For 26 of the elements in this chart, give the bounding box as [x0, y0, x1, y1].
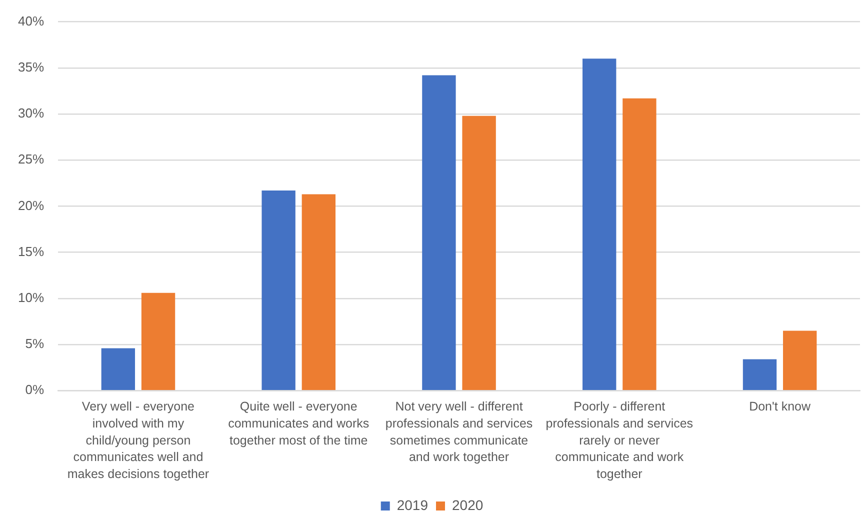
x-tick-label: Not very well - different professionals and services sometimes communicate and work together: [385, 400, 533, 464]
y-tick-label: 10%: [18, 290, 44, 305]
x-tick-label: Poorly - different professionals and services rarely or never communicate and work together: [546, 400, 694, 482]
bar: [742, 359, 777, 390]
y-tick-label: 35%: [18, 59, 44, 74]
x-tick-label: Quite well - everyone communicates and works together most of the time: [228, 400, 370, 448]
legend-label: 2019: [396, 496, 428, 513]
legend-label: 2020: [452, 496, 484, 513]
bar: [783, 330, 817, 390]
bar: [302, 194, 336, 390]
y-tick-label: 40%: [18, 13, 44, 28]
y-tick-label: 0%: [25, 382, 44, 398]
bar: [462, 116, 496, 390]
bar: [262, 190, 296, 390]
y-tick-label: 25%: [18, 152, 44, 167]
y-tick-label: 15%: [18, 244, 44, 259]
bar: [622, 98, 656, 390]
y-tick-label: 20%: [18, 198, 44, 213]
x-tick-label: Very well - everyone involved with my child/young person communicates well and makes decisions together: [67, 400, 210, 482]
bar: [141, 292, 176, 390]
y-tick-label: 30%: [18, 106, 44, 121]
x-tick-label: Don't know: [749, 400, 812, 414]
bar: [582, 58, 616, 390]
bar: [101, 348, 136, 390]
y-tick-label: 5%: [25, 336, 44, 352]
bar: [422, 75, 456, 390]
